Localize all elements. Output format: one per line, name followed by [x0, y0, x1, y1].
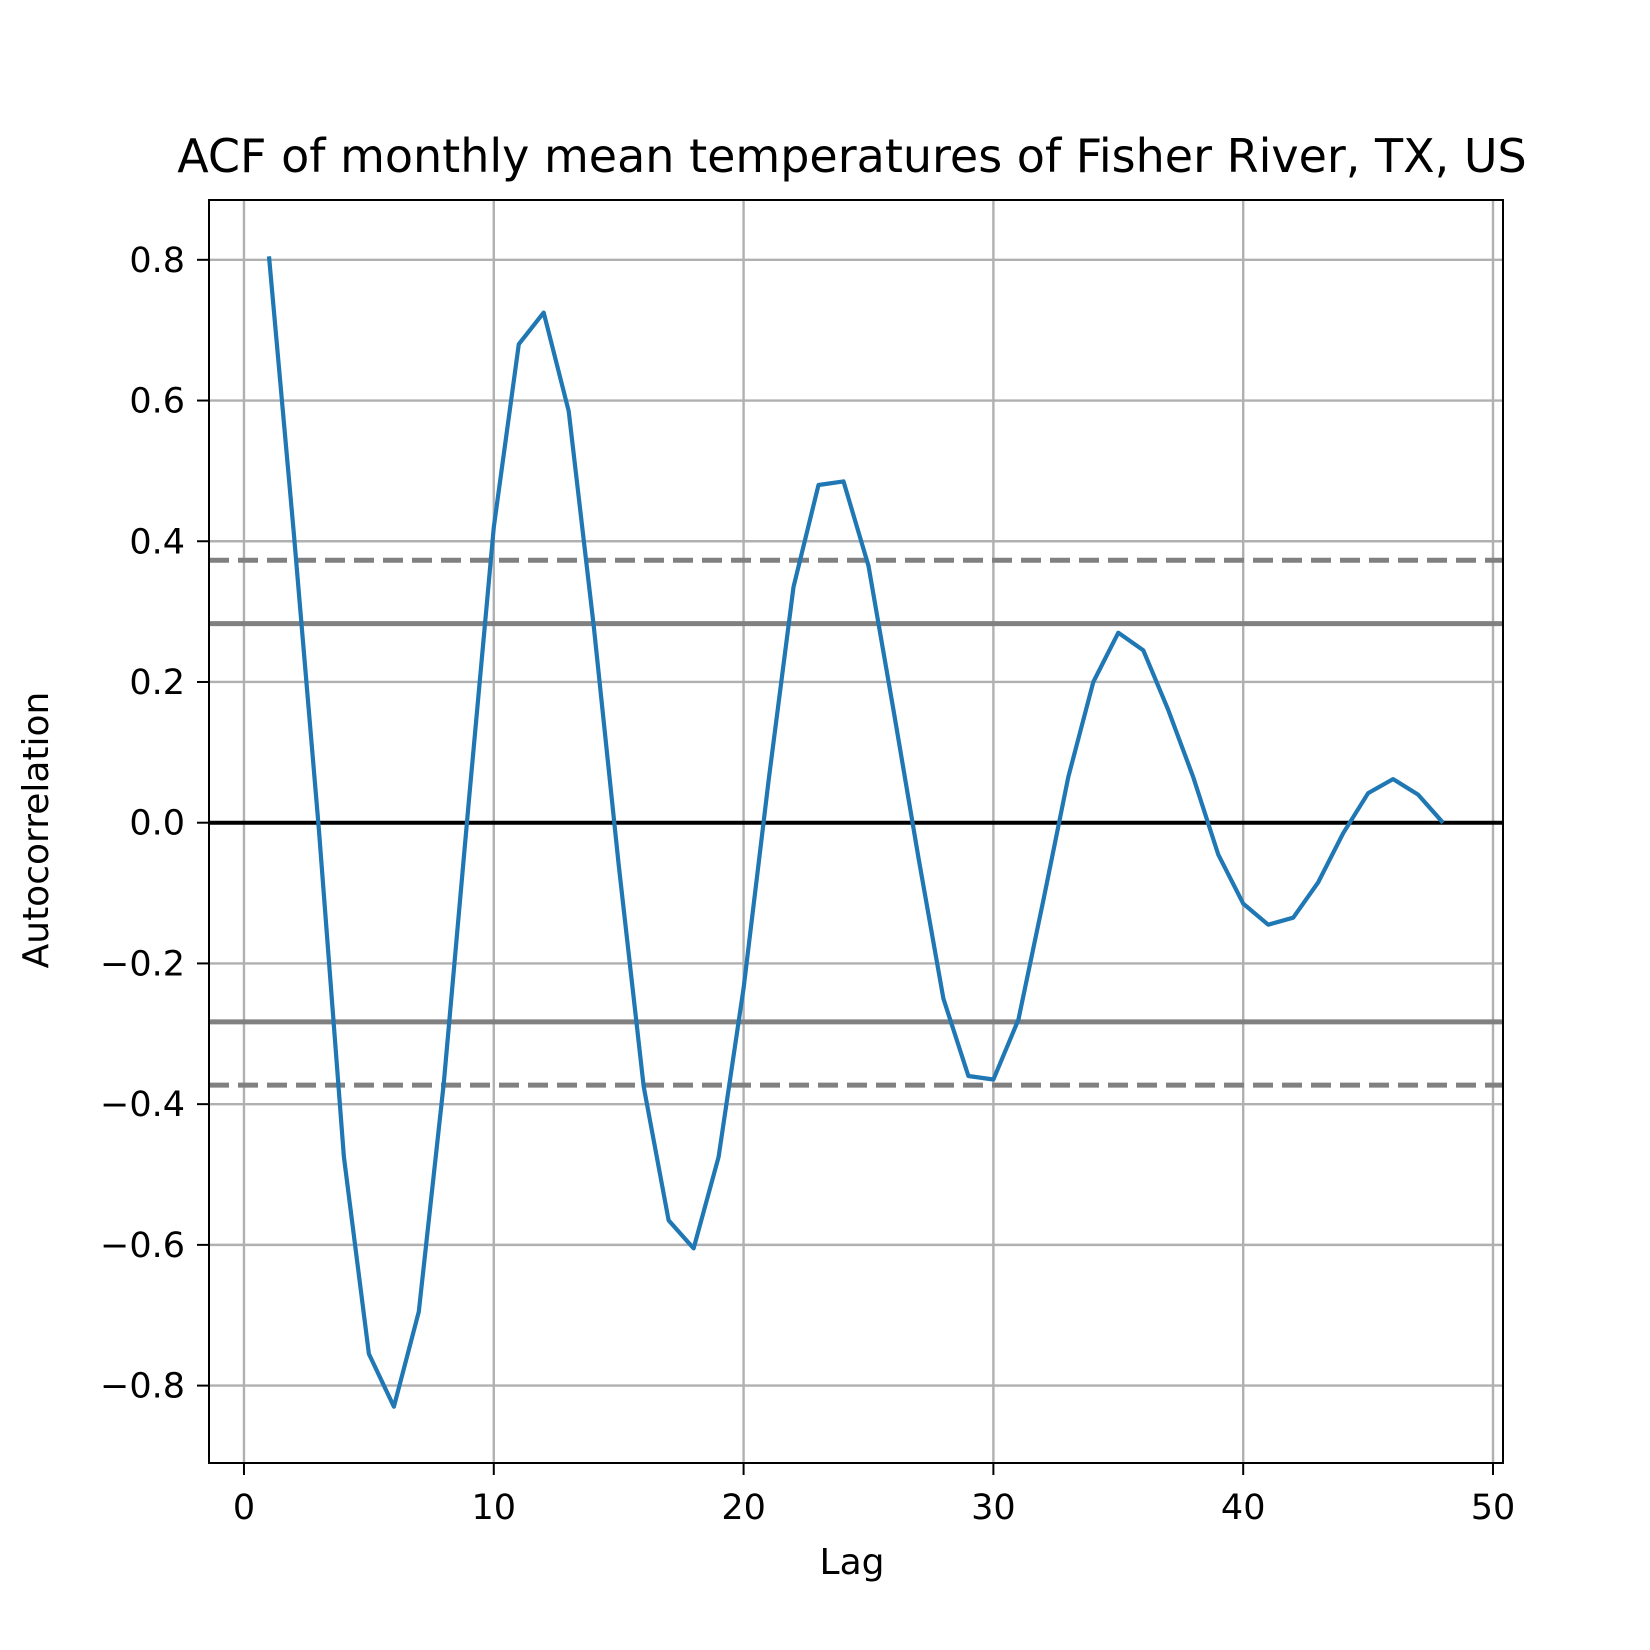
y-tick-label: −0.8: [100, 1367, 185, 1407]
y-tick-label: −0.4: [100, 1085, 185, 1125]
x-tick-label: 30: [971, 1488, 1016, 1528]
y-tick-label: 0.8: [129, 241, 185, 281]
y-axis-label: Autocorrelation: [16, 692, 57, 969]
x-tick-label: 10: [472, 1488, 517, 1528]
y-tick-label: −0.2: [100, 944, 185, 984]
series-layer: [266, 256, 1445, 1409]
y-tick-label: −0.6: [100, 1226, 185, 1266]
chart-title: ACF of monthly mean temperatures of Fish…: [177, 129, 1527, 183]
y-tick-label: 0.4: [129, 522, 185, 562]
y-tick-label: 0.2: [129, 663, 185, 703]
x-tick-label: 20: [721, 1488, 766, 1528]
x-axis-label: Lag: [820, 1542, 885, 1583]
y-tick-label: 0.6: [129, 382, 185, 422]
x-tick-label: 0: [233, 1488, 255, 1528]
x-tick-label: 50: [1471, 1488, 1516, 1528]
plot-frame: [208, 199, 1504, 1464]
axis-ticks: 0 10 20 30 40 50 −0.8 −0.6 −0.4 −0.2 0.0 0.2 0.4 0.6 0…: [100, 241, 1515, 1528]
confidence-bands: [209, 557, 1503, 1088]
x-tick-label: 40: [1221, 1488, 1266, 1528]
y-tick-label: 0.0: [129, 804, 185, 844]
acf-series-line: [266, 256, 1445, 1409]
